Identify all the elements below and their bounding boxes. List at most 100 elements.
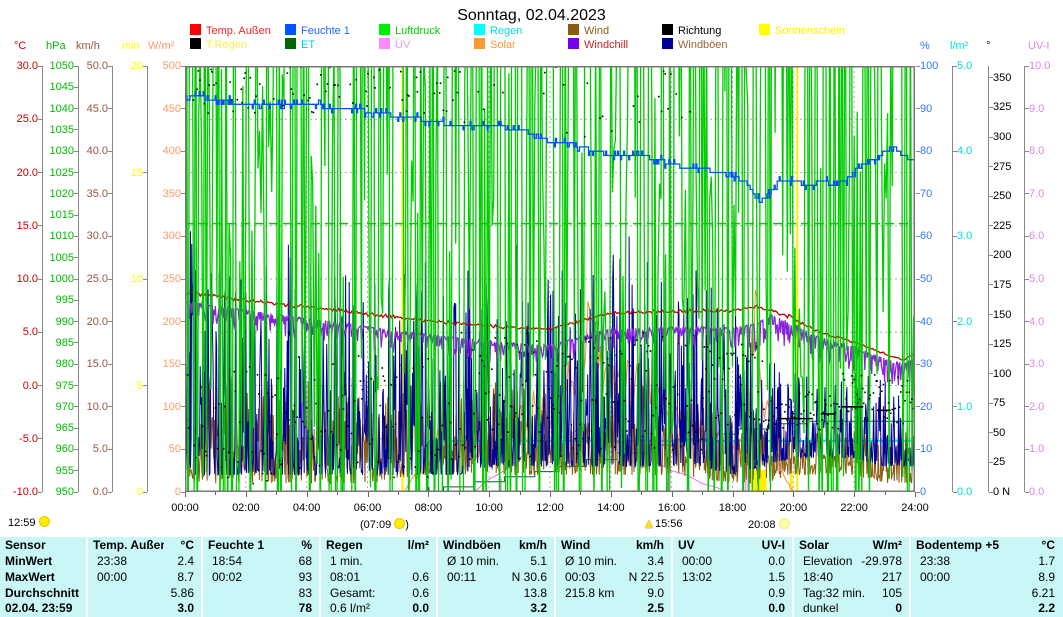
legend-item: Feuchte 1 [285,24,350,37]
plot-area [185,66,915,492]
table-cell-value: 105 [881,586,902,600]
axis-tick [989,77,993,79]
axis-tick [181,108,185,110]
axis-tick [1025,235,1029,237]
table-cell-label: Gesamt: [330,586,376,600]
axis-tick-label: 125 [993,338,1012,351]
axis-tick-label: 25.0 [16,113,38,126]
axis-tick [74,86,78,88]
axis-tick-label: 500 [162,60,181,72]
x-axis-tick [185,492,186,497]
legend-label: Windchill [584,39,629,51]
table-col-unit: °C [1041,538,1055,552]
x-axis-label: 24:00 [901,502,929,514]
legend-swatch [379,24,390,35]
axis-tick-label: 1040 [49,102,74,115]
axis-tick-label: 450 [162,102,181,115]
x-axis-tick [641,492,643,495]
legend-swatch [474,38,485,49]
axis-tick-label: -10.0 [12,486,38,498]
axis-tick [916,193,920,195]
table-divider [319,537,321,617]
axis-tick-label: 0.0 [957,486,973,498]
table-divider [436,537,438,617]
axis-tick [108,321,112,323]
table-row-label: Sensor [5,538,46,552]
axis-tick [989,284,993,286]
axis-tick-label: 985 [55,336,74,349]
axis-line [78,66,79,492]
x-axis-tick [306,492,308,497]
axis-line [952,66,953,492]
axis-tick-label: 200 [162,315,181,328]
axis-tick [181,321,185,323]
axis-tick-label: 995 [55,294,74,307]
legend-item: Regen [474,24,522,37]
axis-tick-label: 5.0 [92,443,108,456]
table-cell-label: 08:01 [330,570,361,584]
legend-label: Solar [490,39,516,51]
axis-tick [181,150,185,152]
sunrise-time: (07:09 ) [360,518,409,531]
legend-label: UV [395,39,411,51]
table-cell-value: 0.0 [768,601,785,615]
axis-tick [108,150,112,152]
sunset-time: 20:08 [748,518,790,531]
axis-tick-label: 15.0 [16,219,38,232]
axis-tick-label: 75 [993,397,1006,410]
axis-title-°: ° [986,40,991,52]
axis-tick-label: 5.0 [957,60,973,72]
axis-tick [108,491,112,493]
legend-label: Wind [584,25,610,37]
axis-tick-label: 1.0 [1029,443,1045,456]
legend-swatch [285,38,296,49]
sun-icon [38,516,50,527]
axis-line [988,66,989,492]
legend-swatch [379,38,390,49]
axis-tick [1025,193,1029,195]
axis-tick-label: 150 [162,358,181,371]
axis-tick [1025,65,1029,67]
table-cell-value: N 22.5 [628,570,664,584]
axis-tick [989,343,993,345]
axis-tick-label: 3.0 [957,230,973,243]
axis-tick [1025,108,1029,110]
table-divider [86,537,88,617]
axis-tick-label: 2.0 [957,315,973,328]
axis-tick-label: 990 [55,315,74,328]
legend-item: Wind [568,24,610,37]
table-col-name: Bodentemp +5 [916,538,1000,552]
x-axis-tick [428,492,430,497]
table-divider [201,537,203,617]
axis-tick-label: 80 [920,145,933,158]
noon-time: 12:59 [8,516,50,529]
table-col-unit: km/h [518,538,547,552]
axis-tick [989,106,993,108]
axis-tick [38,278,42,280]
axis-tick-label: 970 [55,400,74,413]
axis-tick [108,278,112,280]
table-cell-value: 2.4 [177,554,194,568]
x-axis-tick [610,492,612,497]
legend-swatch [190,38,201,49]
axis-tick [74,321,78,323]
axis-tick [143,385,147,386]
axis-tick-label: 1045 [49,81,74,94]
table-cell-value: 3.4 [647,554,664,568]
axis-tick [74,235,78,237]
axis-tick [74,427,78,429]
x-axis-tick [671,492,673,497]
axis-tick [74,65,78,67]
table-cell-value [361,553,429,569]
axis-tick-label: 1025 [49,166,74,179]
axis-tick [1025,448,1029,450]
axis-tick [74,470,78,472]
table-col-name: Regen [326,538,363,552]
legend-item: Windböen [662,38,728,51]
axis-tick [989,195,993,197]
axis-tick-label: 1005 [49,251,74,264]
table-cell-label: Ø 10 min. [565,554,618,568]
axis-tick [181,65,185,67]
axis-tick [989,402,993,404]
axis-tick [108,235,112,237]
